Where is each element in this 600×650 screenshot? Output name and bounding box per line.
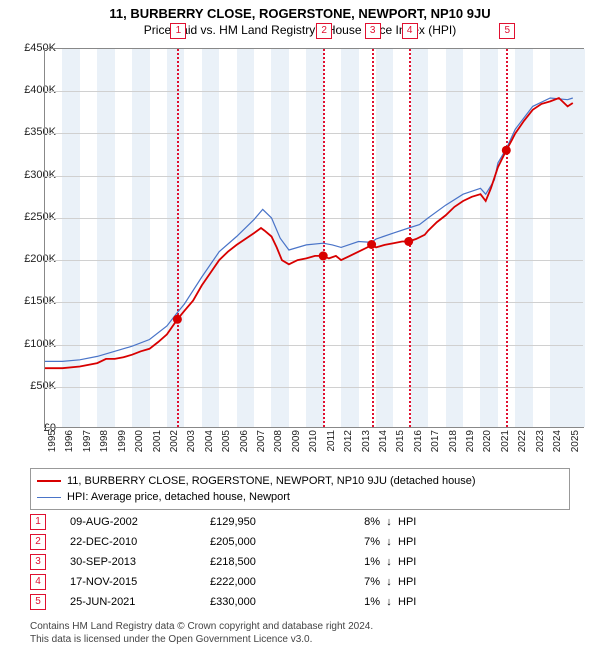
legend-swatch-red <box>37 480 61 482</box>
chart-title: 11, BURBERRY CLOSE, ROGERSTONE, NEWPORT,… <box>0 6 600 21</box>
sale-marker-number: 1 <box>170 23 186 39</box>
table-row: 3 30-SEP-2013£218,5001%↓HPI <box>30 552 570 572</box>
x-tick-label: 1995 <box>47 430 58 452</box>
x-tick-label: 2007 <box>256 430 267 452</box>
x-tick-label: 2018 <box>448 430 459 452</box>
down-arrow-icon: ↓ <box>380 516 398 528</box>
legend-swatch-blue <box>37 497 61 498</box>
sale-date: 17-NOV-2015 <box>70 576 210 588</box>
sale-price: £129,950 <box>210 516 330 528</box>
sale-price: £222,000 <box>210 576 330 588</box>
hpi-label: HPI <box>398 516 416 528</box>
hpi-label: HPI <box>398 596 416 608</box>
x-tick-label: 1997 <box>82 430 93 452</box>
footer-line-1: Contains HM Land Registry data © Crown c… <box>30 620 570 633</box>
sale-number: 2 <box>30 534 46 550</box>
sale-pct: 7% <box>330 536 380 548</box>
sale-pct: 1% <box>330 556 380 568</box>
x-tick-label: 2004 <box>204 430 215 452</box>
sale-dot <box>173 315 182 324</box>
sale-price: £218,500 <box>210 556 330 568</box>
x-tick-label: 2008 <box>273 430 284 452</box>
x-tick-label: 2011 <box>326 430 337 452</box>
x-tick-label: 2005 <box>221 430 232 452</box>
sale-pct: 1% <box>330 596 380 608</box>
x-tick-label: 2002 <box>169 430 180 452</box>
x-tick-label: 2012 <box>343 430 354 452</box>
sale-date: 09-AUG-2002 <box>70 516 210 528</box>
x-tick-label: 2019 <box>465 430 476 452</box>
x-tick-label: 2009 <box>291 430 302 452</box>
x-tick-label: 2021 <box>500 430 511 452</box>
x-tick-label: 2017 <box>430 430 441 452</box>
sale-dot <box>367 240 376 249</box>
line-plot-svg <box>45 49 583 427</box>
footer-attribution: Contains HM Land Registry data © Crown c… <box>30 620 570 646</box>
chart-container: 11, BURBERRY CLOSE, ROGERSTONE, NEWPORT,… <box>0 0 600 650</box>
sale-marker-number: 3 <box>365 23 381 39</box>
x-tick-label: 2013 <box>361 430 372 452</box>
legend-item-hpi: HPI: Average price, detached house, Newp… <box>37 489 563 505</box>
sale-dot <box>319 251 328 260</box>
sale-date: 25-JUN-2021 <box>70 596 210 608</box>
sales-table: 109-AUG-2002£129,9508%↓HPI222-DEC-2010£2… <box>30 512 570 612</box>
down-arrow-icon: ↓ <box>380 536 398 548</box>
x-tick-label: 1998 <box>99 430 110 452</box>
sale-dot <box>502 146 511 155</box>
plot-area: 12345 <box>44 48 584 428</box>
table-row: 4 17-NOV-2015£222,0007%↓HPI <box>30 572 570 592</box>
x-tick-label: 2001 <box>152 430 163 452</box>
sale-price: £205,000 <box>210 536 330 548</box>
sale-number: 1 <box>30 514 46 530</box>
sale-marker-number: 4 <box>402 23 418 39</box>
table-row: 1 09-AUG-2002£129,9508%↓HPI <box>30 512 570 532</box>
sale-pct: 8% <box>330 516 380 528</box>
x-tick-label: 1999 <box>117 430 128 452</box>
x-tick-label: 2023 <box>535 430 546 452</box>
sale-price: £330,000 <box>210 596 330 608</box>
table-row: 5 25-JUN-2021£330,0001%↓HPI <box>30 592 570 612</box>
x-tick-label: 2014 <box>378 430 389 452</box>
x-tick-label: 2015 <box>395 430 406 452</box>
sale-dot <box>404 237 413 246</box>
down-arrow-icon: ↓ <box>380 576 398 588</box>
x-tick-label: 2020 <box>482 430 493 452</box>
x-tick-label: 2006 <box>239 430 250 452</box>
table-row: 2 22-DEC-2010£205,0007%↓HPI <box>30 532 570 552</box>
sale-marker-number: 2 <box>316 23 332 39</box>
x-tick-label: 2016 <box>413 430 424 452</box>
x-tick-label: 1996 <box>64 430 75 452</box>
hpi-label: HPI <box>398 576 416 588</box>
sale-marker-number: 5 <box>499 23 515 39</box>
legend-item-price-paid: 11, BURBERRY CLOSE, ROGERSTONE, NEWPORT,… <box>37 473 563 489</box>
sale-date: 22-DEC-2010 <box>70 536 210 548</box>
x-tick-label: 2025 <box>570 430 581 452</box>
x-tick-label: 2022 <box>517 430 528 452</box>
price-paid-line <box>45 98 573 368</box>
down-arrow-icon: ↓ <box>380 556 398 568</box>
x-tick-label: 2000 <box>134 430 145 452</box>
x-tick-label: 2024 <box>552 430 563 452</box>
sale-pct: 7% <box>330 576 380 588</box>
sale-number: 5 <box>30 594 46 610</box>
x-tick-label: 2003 <box>186 430 197 452</box>
sale-number: 4 <box>30 574 46 590</box>
footer-line-2: This data is licensed under the Open Gov… <box>30 633 570 646</box>
sale-date: 30-SEP-2013 <box>70 556 210 568</box>
sale-number: 3 <box>30 554 46 570</box>
legend: 11, BURBERRY CLOSE, ROGERSTONE, NEWPORT,… <box>30 468 570 510</box>
hpi-label: HPI <box>398 536 416 548</box>
hpi-line <box>45 98 573 361</box>
hpi-label: HPI <box>398 556 416 568</box>
legend-label: HPI: Average price, detached house, Newp… <box>67 491 290 503</box>
down-arrow-icon: ↓ <box>380 596 398 608</box>
legend-label: 11, BURBERRY CLOSE, ROGERSTONE, NEWPORT,… <box>67 475 476 487</box>
x-tick-label: 2010 <box>308 430 319 452</box>
